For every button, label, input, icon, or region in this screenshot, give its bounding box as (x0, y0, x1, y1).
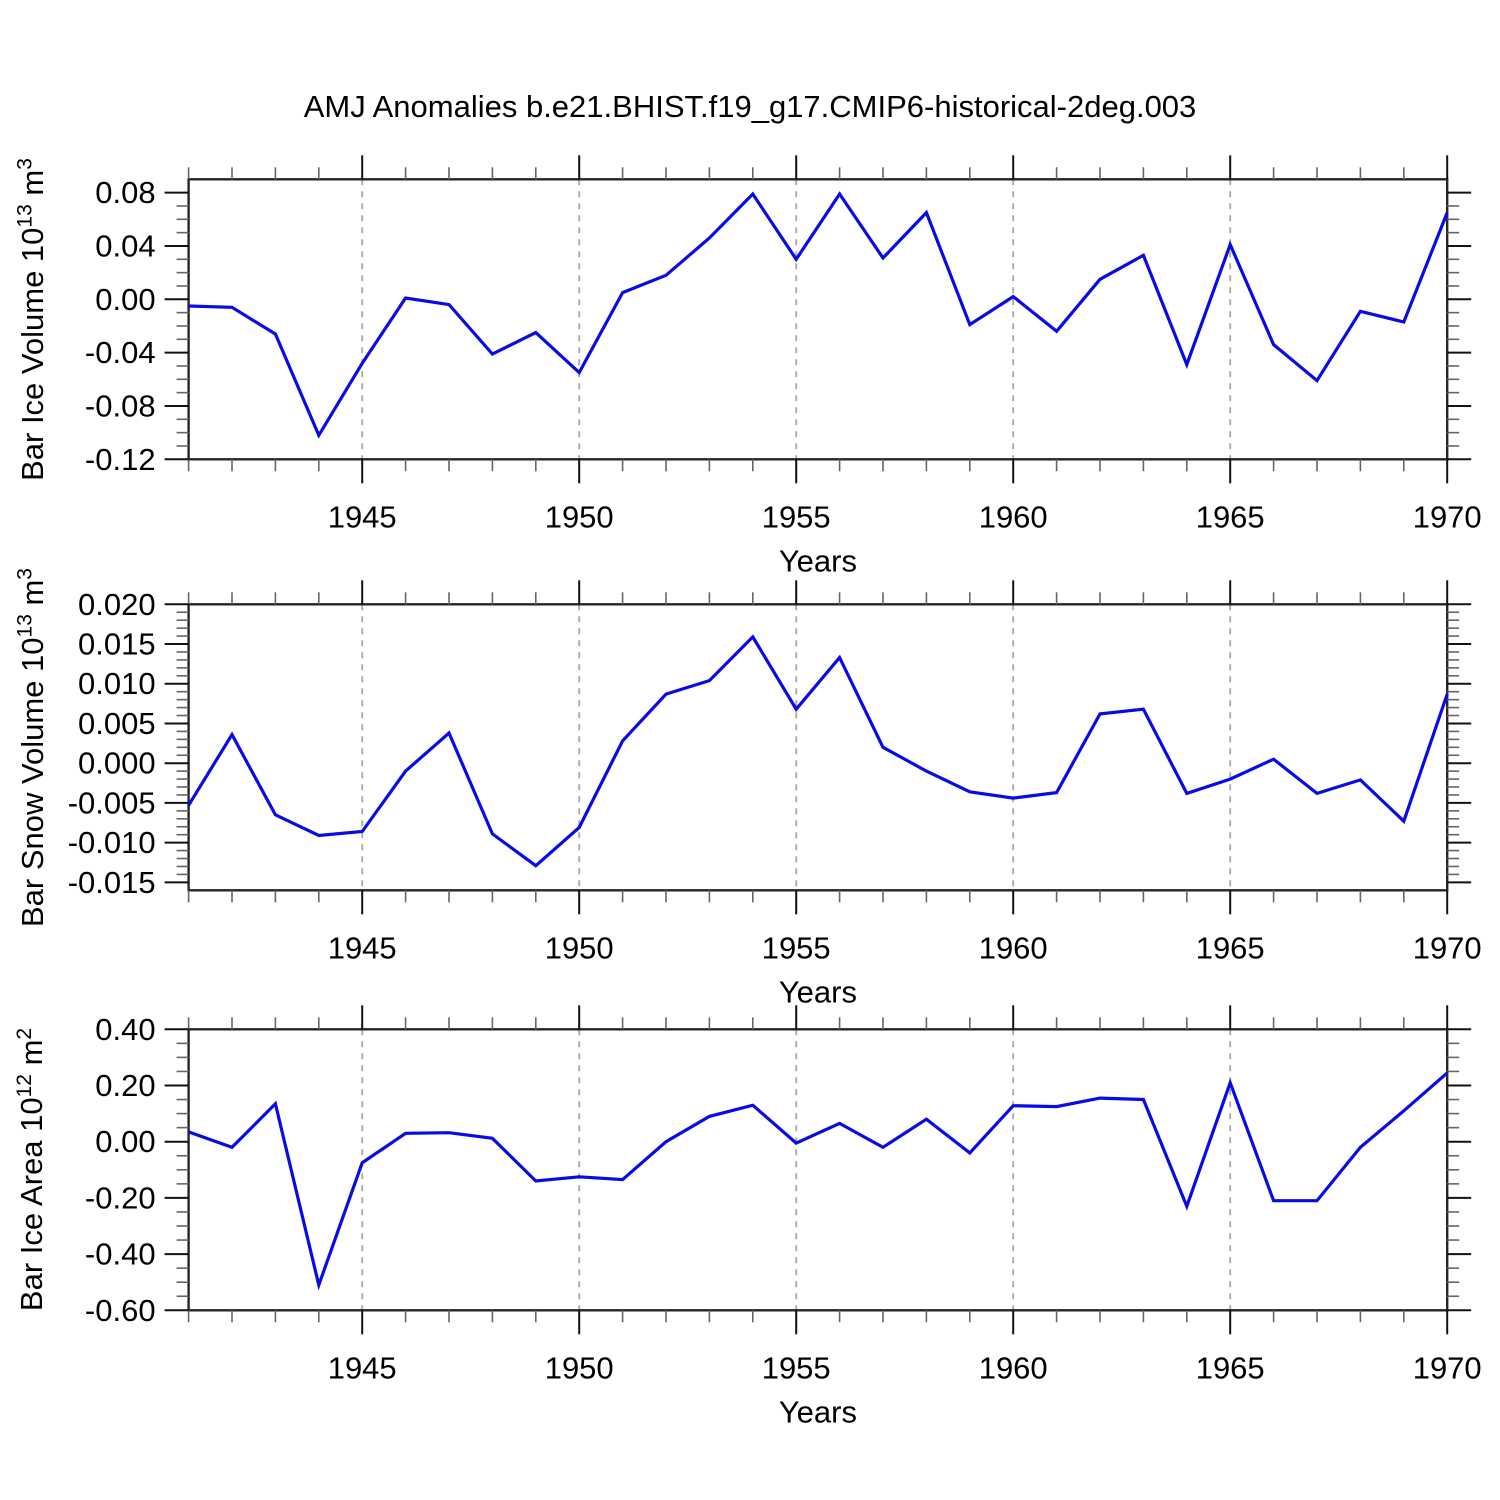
y-tick-label: 0.005 (78, 706, 156, 741)
x-axis-title: Years (779, 975, 857, 1010)
x-tick-label: 1955 (762, 1351, 831, 1386)
x-tick-label: 1950 (545, 1351, 614, 1386)
x-tick-label: 1945 (328, 931, 397, 966)
y-tick-label: -0.08 (85, 388, 156, 423)
x-tick-label: 1960 (979, 1351, 1048, 1386)
y-tick-label: -0.04 (85, 335, 156, 370)
y-tick-label: -0.12 (85, 442, 156, 477)
x-tick-label: 1955 (762, 500, 831, 535)
x-axis-title: Years (779, 1395, 857, 1430)
y-tick-label: 0.015 (78, 627, 156, 662)
y-tick-label: -0.40 (85, 1237, 156, 1272)
panel-1: 1945 1950 1955 1960 1965 1970 0.020 0.015 0.010 0… (68, 580, 1482, 1010)
y-tick-label: 0.020 (78, 587, 156, 622)
x-tick-label: 1960 (979, 500, 1048, 535)
y-tick-label: 0.04 (95, 228, 155, 263)
y-tick-label: -0.60 (85, 1293, 156, 1328)
y-tick-label: 0.010 (78, 666, 156, 701)
x-tick-label: 1945 (328, 500, 397, 535)
y-tick-label: 0.00 (95, 282, 155, 317)
y-tick-label: 0.20 (95, 1068, 155, 1103)
y-tick-label: 0.000 (78, 746, 156, 781)
y-tick-label: -0.015 (68, 865, 156, 900)
y-tick-label: 0.40 (95, 1012, 155, 1047)
x-tick-label: 1950 (545, 500, 614, 535)
data-line (188, 191, 1449, 439)
panel-2: 1945 1950 1955 1960 1965 1970 0.40 0.20 0.00 -0.2… (85, 1005, 1482, 1430)
data-line (188, 1071, 1449, 1291)
x-tick-label: 1965 (1196, 1351, 1265, 1386)
x-axis-title: Years (779, 544, 857, 579)
x-tick-label: 1965 (1196, 500, 1265, 535)
x-tick-label: 1955 (762, 931, 831, 966)
x-tick-label: 1970 (1413, 931, 1482, 966)
y-tick-label: 0.08 (95, 175, 155, 210)
y-tick-label: -0.005 (68, 785, 156, 820)
panel-frame (187, 603, 1449, 892)
x-tick-label: 1965 (1196, 931, 1265, 966)
panel-0: 1945 1950 1955 1960 1965 1970 0.08 0.04 0.00 -0.0… (85, 155, 1482, 579)
y-tick-label: -0.010 (68, 825, 156, 860)
data-line (187, 634, 1449, 868)
x-tick-label: 1970 (1413, 500, 1482, 535)
y-tick-label: -0.20 (85, 1180, 156, 1215)
chart-title: AMJ Anomalies b.e21.BHIST.f19_g17.CMIP6-… (303, 89, 1197, 124)
x-tick-label: 1960 (979, 931, 1048, 966)
x-tick-label: 1945 (328, 1351, 397, 1386)
x-tick-label: 1950 (545, 931, 614, 966)
y-tick-label: 0.00 (95, 1124, 155, 1159)
x-tick-label: 1970 (1413, 1351, 1482, 1386)
panel-frame (187, 1028, 1449, 1312)
panel-frame (187, 178, 1449, 461)
